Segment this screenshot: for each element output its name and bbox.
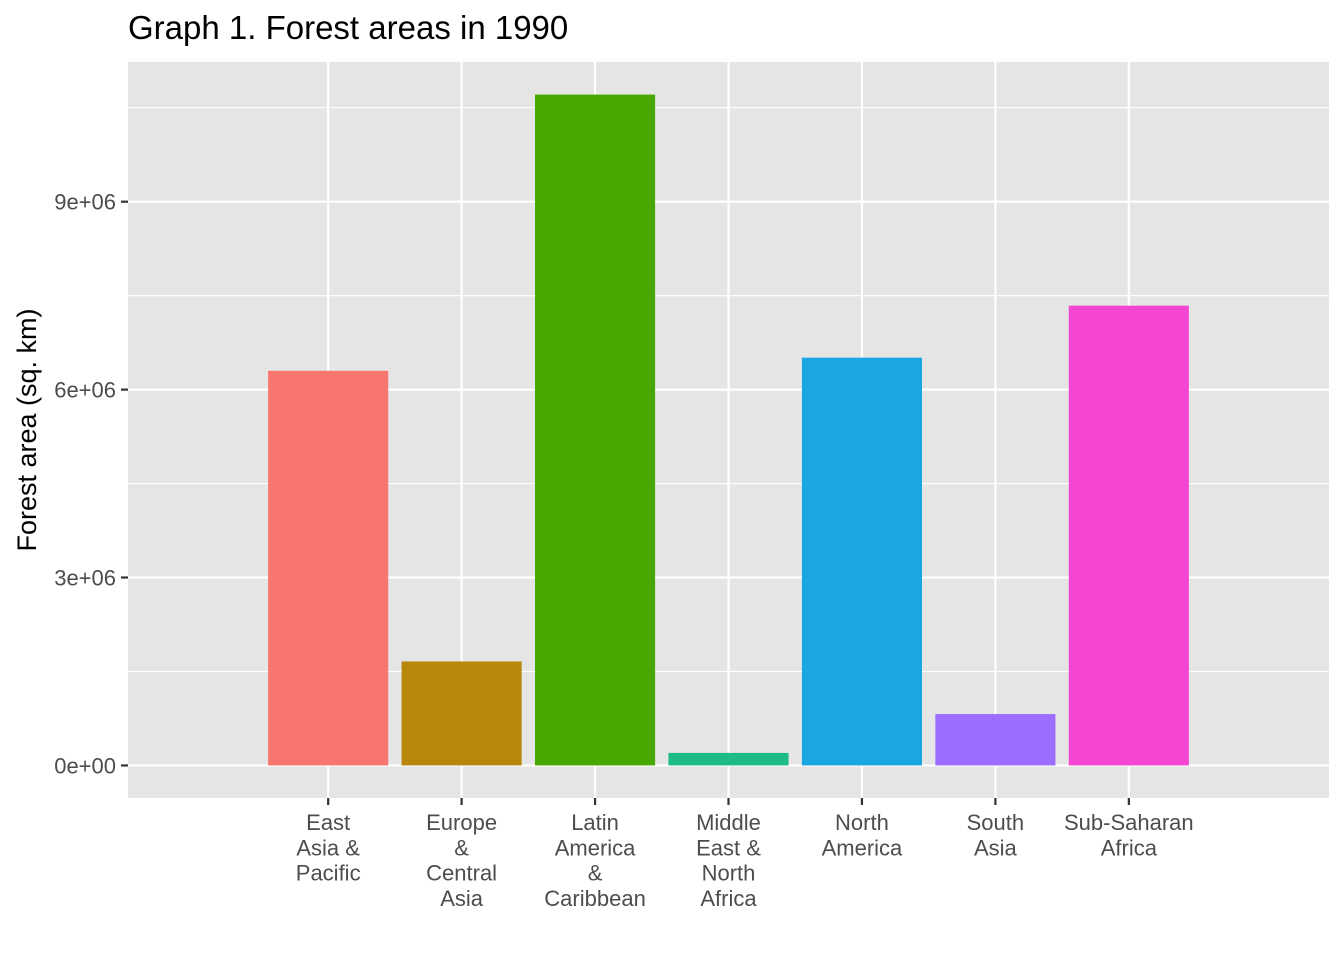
bar-middle-east-north-africa [668, 752, 789, 766]
bar-sub-saharan-africa [1068, 305, 1189, 766]
bar-europe-central-asia [401, 661, 522, 766]
x-tick-label: South Asia [967, 810, 1025, 860]
x-tick-label: Sub-Saharan Africa [1064, 810, 1194, 860]
x-tick-label: Middle East & North Africa [696, 810, 761, 911]
y-tick-label: 0e+00 [54, 753, 116, 778]
bar-south-asia [935, 714, 1056, 766]
y-axis: 0e+00 3e+06 6e+06 9e+06 [54, 190, 128, 778]
y-tick-label: 3e+06 [54, 566, 116, 591]
bar-latin-america-caribbean [535, 94, 656, 766]
x-axis: East Asia & Pacific Europe & Central Asia Latin… [296, 798, 1194, 911]
x-tick-label: Europe & Central Asia [426, 810, 497, 911]
chart-title: Graph 1. Forest areas in 1990 [128, 9, 568, 46]
bar-east-asia-pacific [268, 370, 389, 766]
y-tick-label: 9e+06 [54, 190, 116, 215]
y-axis-title: Forest area (sq. km) [12, 308, 42, 551]
bar-north-america [801, 357, 922, 766]
x-tick-label: North America [822, 810, 903, 860]
bars [268, 94, 1189, 766]
x-tick-label: East Asia & Pacific [296, 810, 361, 886]
y-tick-label: 6e+06 [54, 378, 116, 403]
x-tick-label: Latin America & Caribbean [544, 810, 646, 911]
